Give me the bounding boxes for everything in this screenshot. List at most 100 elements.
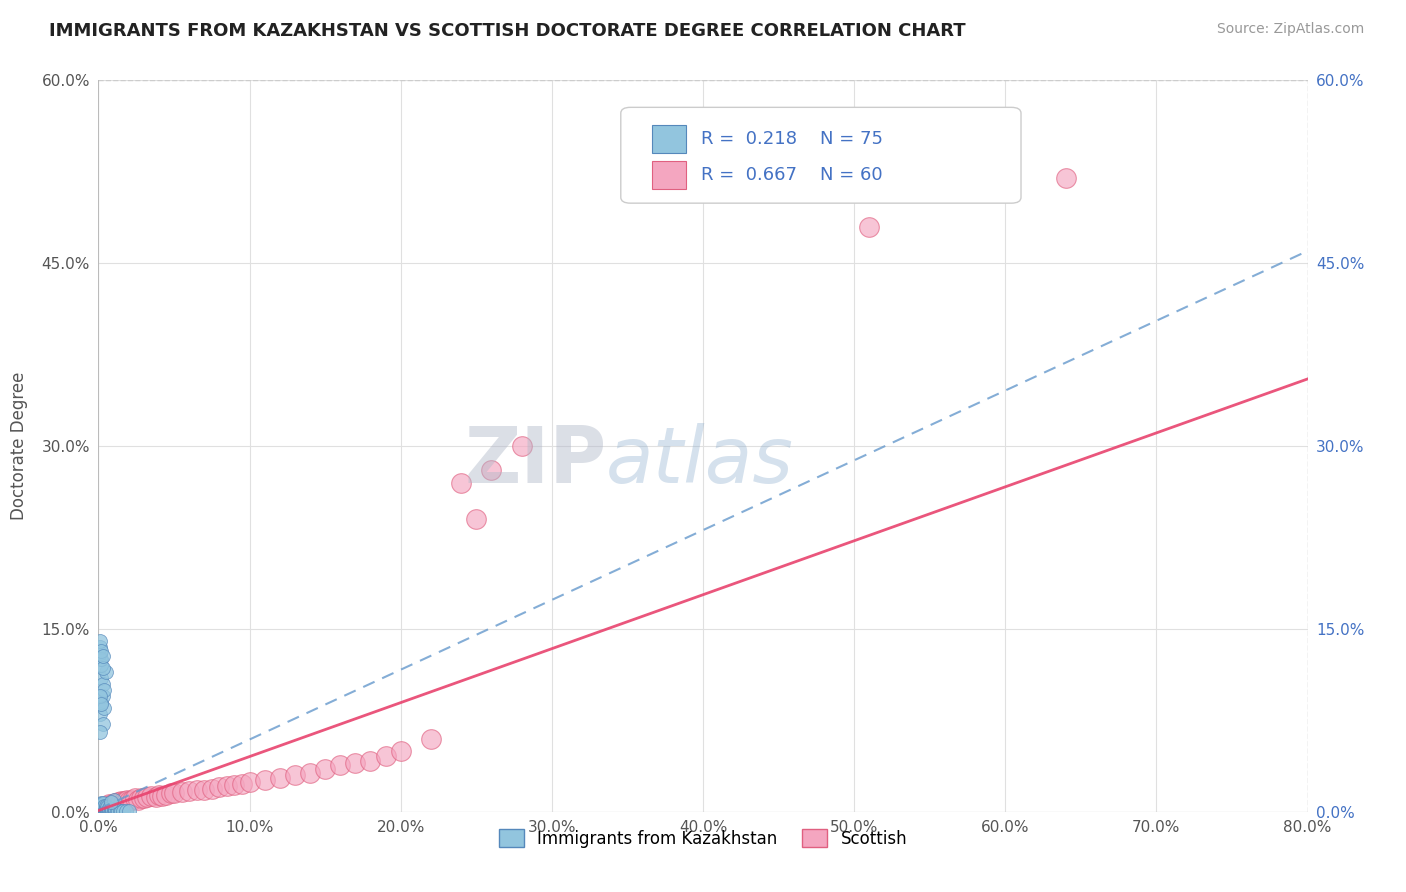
Point	[360, 754, 382, 768]
Point	[160, 787, 183, 801]
Point	[91, 801, 114, 815]
Point	[91, 796, 114, 810]
Point	[98, 802, 121, 816]
Text: R =  0.218    N = 75: R = 0.218 N = 75	[700, 130, 883, 148]
Point	[93, 804, 115, 818]
Point	[101, 797, 124, 812]
Point	[100, 802, 122, 816]
Point	[94, 798, 117, 813]
Point	[110, 794, 132, 808]
Point	[89, 797, 111, 812]
Point	[105, 796, 128, 810]
Point	[108, 804, 131, 818]
Point	[98, 804, 121, 818]
Point	[329, 758, 352, 772]
Text: Source: ZipAtlas.com: Source: ZipAtlas.com	[1216, 22, 1364, 37]
Point	[103, 792, 125, 806]
Point	[91, 661, 114, 675]
Point	[208, 780, 231, 795]
Point	[91, 648, 114, 663]
Point	[103, 804, 125, 818]
Point	[253, 772, 276, 787]
Point	[111, 795, 134, 809]
Point	[465, 512, 488, 526]
Point	[103, 797, 125, 812]
Point	[90, 802, 112, 816]
Text: atlas: atlas	[606, 423, 794, 499]
Point	[129, 791, 152, 805]
Point	[93, 801, 115, 815]
Point	[374, 748, 396, 763]
Point	[90, 658, 112, 673]
Point	[145, 790, 167, 805]
Point	[269, 771, 291, 785]
Point	[239, 775, 262, 789]
Point	[90, 798, 112, 813]
FancyBboxPatch shape	[621, 107, 1021, 203]
Point	[110, 804, 132, 818]
Point	[101, 802, 124, 816]
Point	[108, 795, 131, 809]
Point	[93, 802, 115, 816]
Point	[100, 804, 122, 818]
Point	[93, 800, 115, 814]
Point	[170, 785, 193, 799]
Point	[284, 768, 307, 782]
FancyBboxPatch shape	[652, 161, 686, 189]
Point	[186, 782, 208, 797]
Point	[314, 762, 336, 776]
Point	[103, 802, 125, 816]
Point	[91, 801, 114, 815]
Point	[94, 804, 117, 818]
Point	[118, 794, 141, 808]
Point	[104, 804, 127, 818]
Point	[135, 790, 157, 805]
Point	[224, 778, 246, 792]
Point	[858, 219, 880, 234]
Point	[89, 640, 111, 655]
Point	[389, 744, 412, 758]
Point	[94, 798, 117, 813]
Point	[89, 725, 111, 739]
Point	[510, 439, 533, 453]
Point	[93, 798, 115, 813]
Point	[90, 695, 112, 709]
Point	[91, 800, 114, 814]
Point	[91, 676, 114, 690]
Point	[420, 731, 443, 746]
Point	[96, 798, 118, 813]
Point	[93, 682, 115, 697]
Point	[89, 804, 111, 818]
Y-axis label: Doctorate Degree: Doctorate Degree	[10, 372, 28, 520]
Point	[89, 804, 111, 818]
Point	[89, 689, 111, 703]
Point	[114, 804, 136, 818]
Text: IMMIGRANTS FROM KAZAKHSTAN VS SCOTTISH DOCTORATE DEGREE CORRELATION CHART: IMMIGRANTS FROM KAZAKHSTAN VS SCOTTISH D…	[49, 22, 966, 40]
Point	[163, 787, 186, 801]
Point	[96, 801, 118, 815]
Point	[93, 701, 115, 715]
Point	[112, 794, 135, 808]
Point	[94, 801, 117, 815]
Point	[201, 781, 224, 796]
Point	[193, 782, 215, 797]
Point	[344, 756, 367, 770]
Point	[148, 788, 170, 802]
Point	[90, 800, 112, 814]
Point	[89, 646, 111, 660]
Point	[215, 779, 238, 793]
Point	[90, 671, 112, 685]
Point	[89, 707, 111, 722]
Point	[124, 791, 146, 805]
Point	[93, 800, 115, 814]
Point	[141, 789, 163, 803]
Point	[155, 788, 177, 802]
Point	[111, 804, 134, 818]
Point	[105, 804, 128, 818]
Point	[96, 804, 118, 818]
Point	[114, 794, 136, 808]
Point	[101, 804, 124, 818]
Point	[481, 463, 503, 477]
Point	[150, 789, 173, 803]
Point	[179, 784, 201, 798]
